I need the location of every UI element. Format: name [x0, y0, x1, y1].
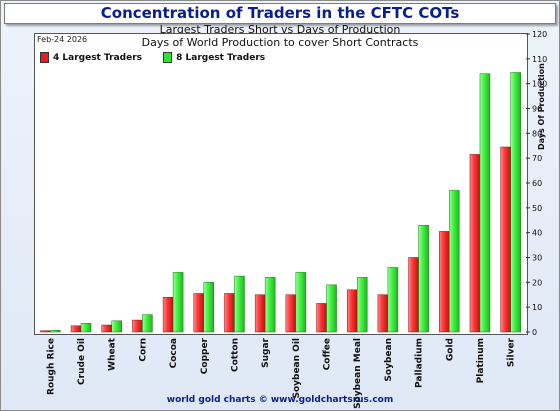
x-tick-label: Palladium: [415, 338, 425, 388]
bar-8-largest: [172, 272, 184, 333]
y-tick-label: 90: [532, 105, 542, 114]
footer-credit: world gold charts © www.goldchartsrus.co…: [166, 395, 394, 405]
chart-subtitle-2: Days of World Production to cover Short …: [141, 36, 419, 49]
y-tick-label: 10: [532, 303, 542, 312]
x-tick-label: Platinum: [476, 338, 486, 383]
x-tick-label: Rough Rice: [46, 338, 56, 395]
y-tick-label: 120: [532, 30, 547, 39]
bar-4-largest: [469, 154, 481, 333]
x-tick-label: Soybean Meal: [353, 338, 363, 409]
x-tick-label: Gold: [445, 338, 455, 361]
y-tick-label: 0: [532, 328, 537, 337]
bar-4-largest: [70, 325, 82, 333]
y-tick-label: 40: [532, 229, 542, 238]
legend-swatch-red: [40, 52, 49, 63]
x-tick-label: Copper: [200, 337, 210, 374]
legend-label-4-largest: 4 Largest Traders: [53, 52, 142, 63]
x-tick-label: Soybean: [384, 338, 394, 382]
bar-4-largest: [254, 294, 266, 333]
x-tick-label: Cocoa: [169, 338, 179, 368]
y-tick-label: 20: [532, 278, 542, 287]
bar-8-largest: [203, 282, 215, 333]
bar-4-largest: [101, 324, 112, 333]
x-tick-label: Silver: [507, 337, 517, 367]
x-tick-label: Coffee: [323, 338, 333, 370]
legend-item-8-largest: 8 Largest Traders: [163, 52, 265, 63]
x-tick-label: Wheat: [108, 337, 118, 371]
y-tick-label: 30: [532, 254, 542, 263]
bar-8-largest: [234, 275, 245, 333]
x-tick-label: Sugar: [261, 337, 271, 367]
bar-8-largest: [387, 267, 399, 333]
bar-4-largest: [439, 231, 450, 333]
x-tick-label: Corn: [138, 338, 148, 362]
bar-4-largest: [193, 293, 205, 333]
bar-8-largest: [50, 330, 61, 333]
bar-8-largest: [142, 314, 153, 333]
y-tick-label: 110: [532, 55, 547, 64]
x-tick-label: Crude Oil: [77, 338, 87, 385]
bar-4-largest: [346, 289, 358, 333]
legend-label-8-largest: 8 Largest Traders: [176, 52, 266, 63]
y-tick-label: 70: [532, 154, 542, 163]
chart-subtitle: Largest Traders Short vs Days of Product…: [159, 23, 401, 36]
bar-8-largest: [295, 272, 307, 333]
x-tick-label: Soybean Oil: [292, 338, 302, 399]
bar-4-largest: [132, 319, 143, 333]
bar-8-largest: [111, 320, 122, 333]
bar-8-largest: [356, 277, 368, 333]
x-tick-label: Cotton: [230, 338, 240, 372]
bar-4-largest: [285, 294, 297, 333]
date-label: Feb-24 2026: [37, 35, 88, 44]
y-tick-label: 50: [532, 204, 542, 213]
bar-4-largest: [500, 146, 511, 333]
y-tick-label: 80: [532, 129, 542, 138]
bar-4-largest: [377, 294, 389, 333]
bar-4-largest: [408, 257, 419, 333]
bar-4-largest: [224, 293, 235, 333]
y-tick-label: 100: [532, 80, 547, 89]
chart-title: Concentration of Traders in the CFTC COT…: [4, 3, 556, 24]
legend-item-4-largest: 4 Largest Traders: [40, 52, 142, 63]
y-tick-label: 60: [532, 179, 542, 188]
bar-8-largest: [80, 323, 92, 333]
bar-8-largest: [264, 277, 276, 333]
bar-8-largest: [449, 190, 460, 333]
bar-8-largest: [479, 73, 491, 333]
legend-swatch-green: [163, 52, 173, 63]
bar-8-largest: [326, 284, 337, 333]
bar-4-largest: [316, 303, 327, 333]
bar-4-largest: [162, 296, 174, 333]
legend: 4 Largest Traders 8 Largest Traders: [40, 52, 283, 66]
bar-8-largest: [510, 72, 521, 333]
bar-8-largest: [418, 224, 429, 333]
bar-4-largest: [40, 330, 51, 333]
